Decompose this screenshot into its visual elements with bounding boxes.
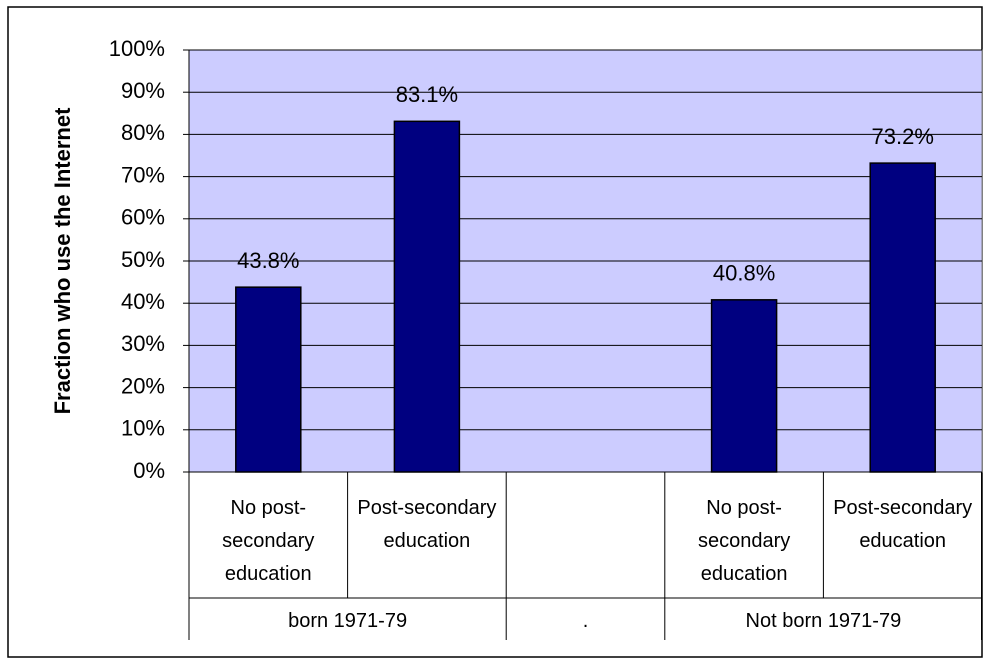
data-label: 83.1% (396, 82, 458, 107)
group-label: Not born 1971-79 (745, 610, 902, 632)
data-label: 40.8% (713, 261, 775, 286)
y-tick-label: 40% (121, 289, 165, 314)
y-tick-label: 0% (133, 458, 165, 483)
bar (393, 120, 461, 473)
y-tick-label: 60% (121, 205, 165, 230)
x-tick-label: Post-secondary education (357, 497, 497, 552)
y-axis-title: Fraction who use the Internet (50, 107, 75, 414)
group-label: . (582, 610, 589, 632)
bar (869, 162, 936, 473)
data-label: 43.8% (237, 248, 299, 273)
bar (710, 299, 778, 473)
y-tick-label: 80% (121, 120, 165, 145)
y-tick-label: 20% (121, 373, 165, 398)
y-tick-label: 70% (121, 162, 165, 187)
y-tick-label: 100% (109, 36, 165, 61)
x-tick-label: No post-secondary education (222, 497, 315, 585)
data-label: 73.2% (872, 124, 934, 149)
group-label: born 1971-79 (288, 610, 408, 632)
y-tick-label: 50% (121, 247, 165, 272)
bar (235, 286, 302, 473)
y-tick-label: 10% (121, 416, 165, 441)
y-tick-label: 90% (121, 78, 165, 103)
x-tick-label: No post-secondary education (697, 497, 791, 585)
y-tick-label: 30% (121, 331, 165, 356)
x-tick-label: Post-secondary education (833, 497, 973, 552)
